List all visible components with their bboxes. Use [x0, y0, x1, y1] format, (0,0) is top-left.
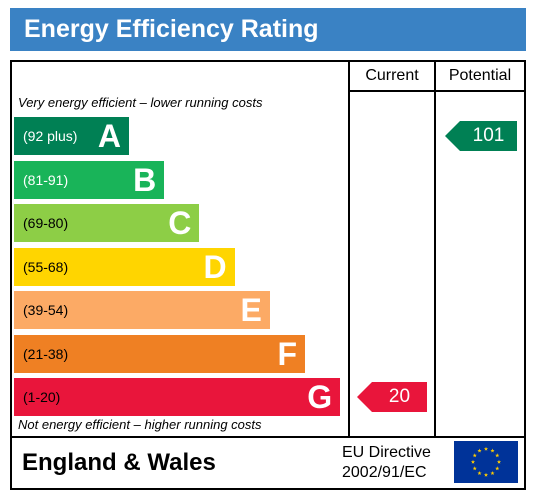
band-range-label: (1-20)	[23, 389, 61, 405]
eu-flag-icon	[454, 441, 518, 483]
flag-star	[490, 471, 495, 476]
current-rating-arrow-shape	[357, 382, 427, 412]
flag-star	[483, 472, 489, 477]
flag-star	[477, 448, 482, 453]
band-letter: A	[97, 118, 121, 154]
flag-star	[483, 446, 489, 451]
title-bar: Energy Efficiency Rating	[10, 8, 526, 51]
potential-rating-arrow-value: 101	[472, 125, 505, 146]
band-letter: D	[203, 248, 227, 285]
band-g: (1-20) G	[14, 378, 341, 416]
band-range-label: (21-38)	[23, 345, 69, 362]
flag-star	[496, 459, 502, 464]
rating-chart: Current Potential Very energy efficient …	[10, 60, 526, 438]
band-range-label: (92 plus)	[23, 128, 78, 144]
band-range-label: (39-54)	[23, 302, 69, 318]
band-e: (39-54) E	[14, 291, 270, 329]
flag-star	[472, 466, 477, 471]
note-inefficient: Not energy efficient – higher running co…	[18, 417, 262, 432]
column-divider-current	[348, 62, 350, 436]
band-a: (92 plus) A	[14, 117, 129, 155]
band-range-label: (69-80)	[23, 215, 69, 231]
band-letter: G	[307, 379, 333, 415]
potential-rating-arrow: 101	[445, 121, 517, 151]
band-letter: B	[133, 161, 157, 198]
current-column-header: Current	[365, 67, 419, 84]
flag-star	[472, 453, 477, 458]
region-label: England & Wales	[22, 449, 216, 476]
directive-label: EU Directive	[342, 444, 431, 461]
column-divider-potential	[434, 62, 436, 436]
potential-rating-arrow-shape	[445, 121, 517, 151]
footer: England & Wales EU Directive 2002/91/EC	[10, 436, 526, 490]
current-rating-arrow-value: 20	[388, 386, 411, 407]
band-b: (81-91) B	[14, 160, 165, 199]
flag-star	[470, 459, 476, 464]
band-c: (69-80) C	[14, 204, 200, 242]
page-title: Energy Efficiency Rating	[24, 15, 319, 43]
flag-star	[490, 448, 495, 453]
band-f: (21-38) F	[14, 334, 305, 373]
note-efficient: Very energy efficient – lower running co…	[18, 95, 263, 110]
band-d: (55-68) D	[14, 247, 235, 286]
band-range-label: (55-68)	[23, 258, 69, 275]
band-letter: E	[240, 292, 262, 328]
flag-star	[495, 466, 500, 471]
band-letter: F	[277, 335, 297, 372]
current-rating-arrow: 20	[357, 382, 427, 412]
band-range-label: (81-91)	[23, 171, 69, 188]
band-letter: C	[168, 205, 192, 241]
header-divider	[348, 90, 524, 92]
potential-column-header: Potential	[448, 67, 512, 84]
directive-number: 2002/91/EC	[342, 464, 427, 481]
flag-star	[477, 471, 482, 476]
flag-star	[495, 453, 500, 458]
